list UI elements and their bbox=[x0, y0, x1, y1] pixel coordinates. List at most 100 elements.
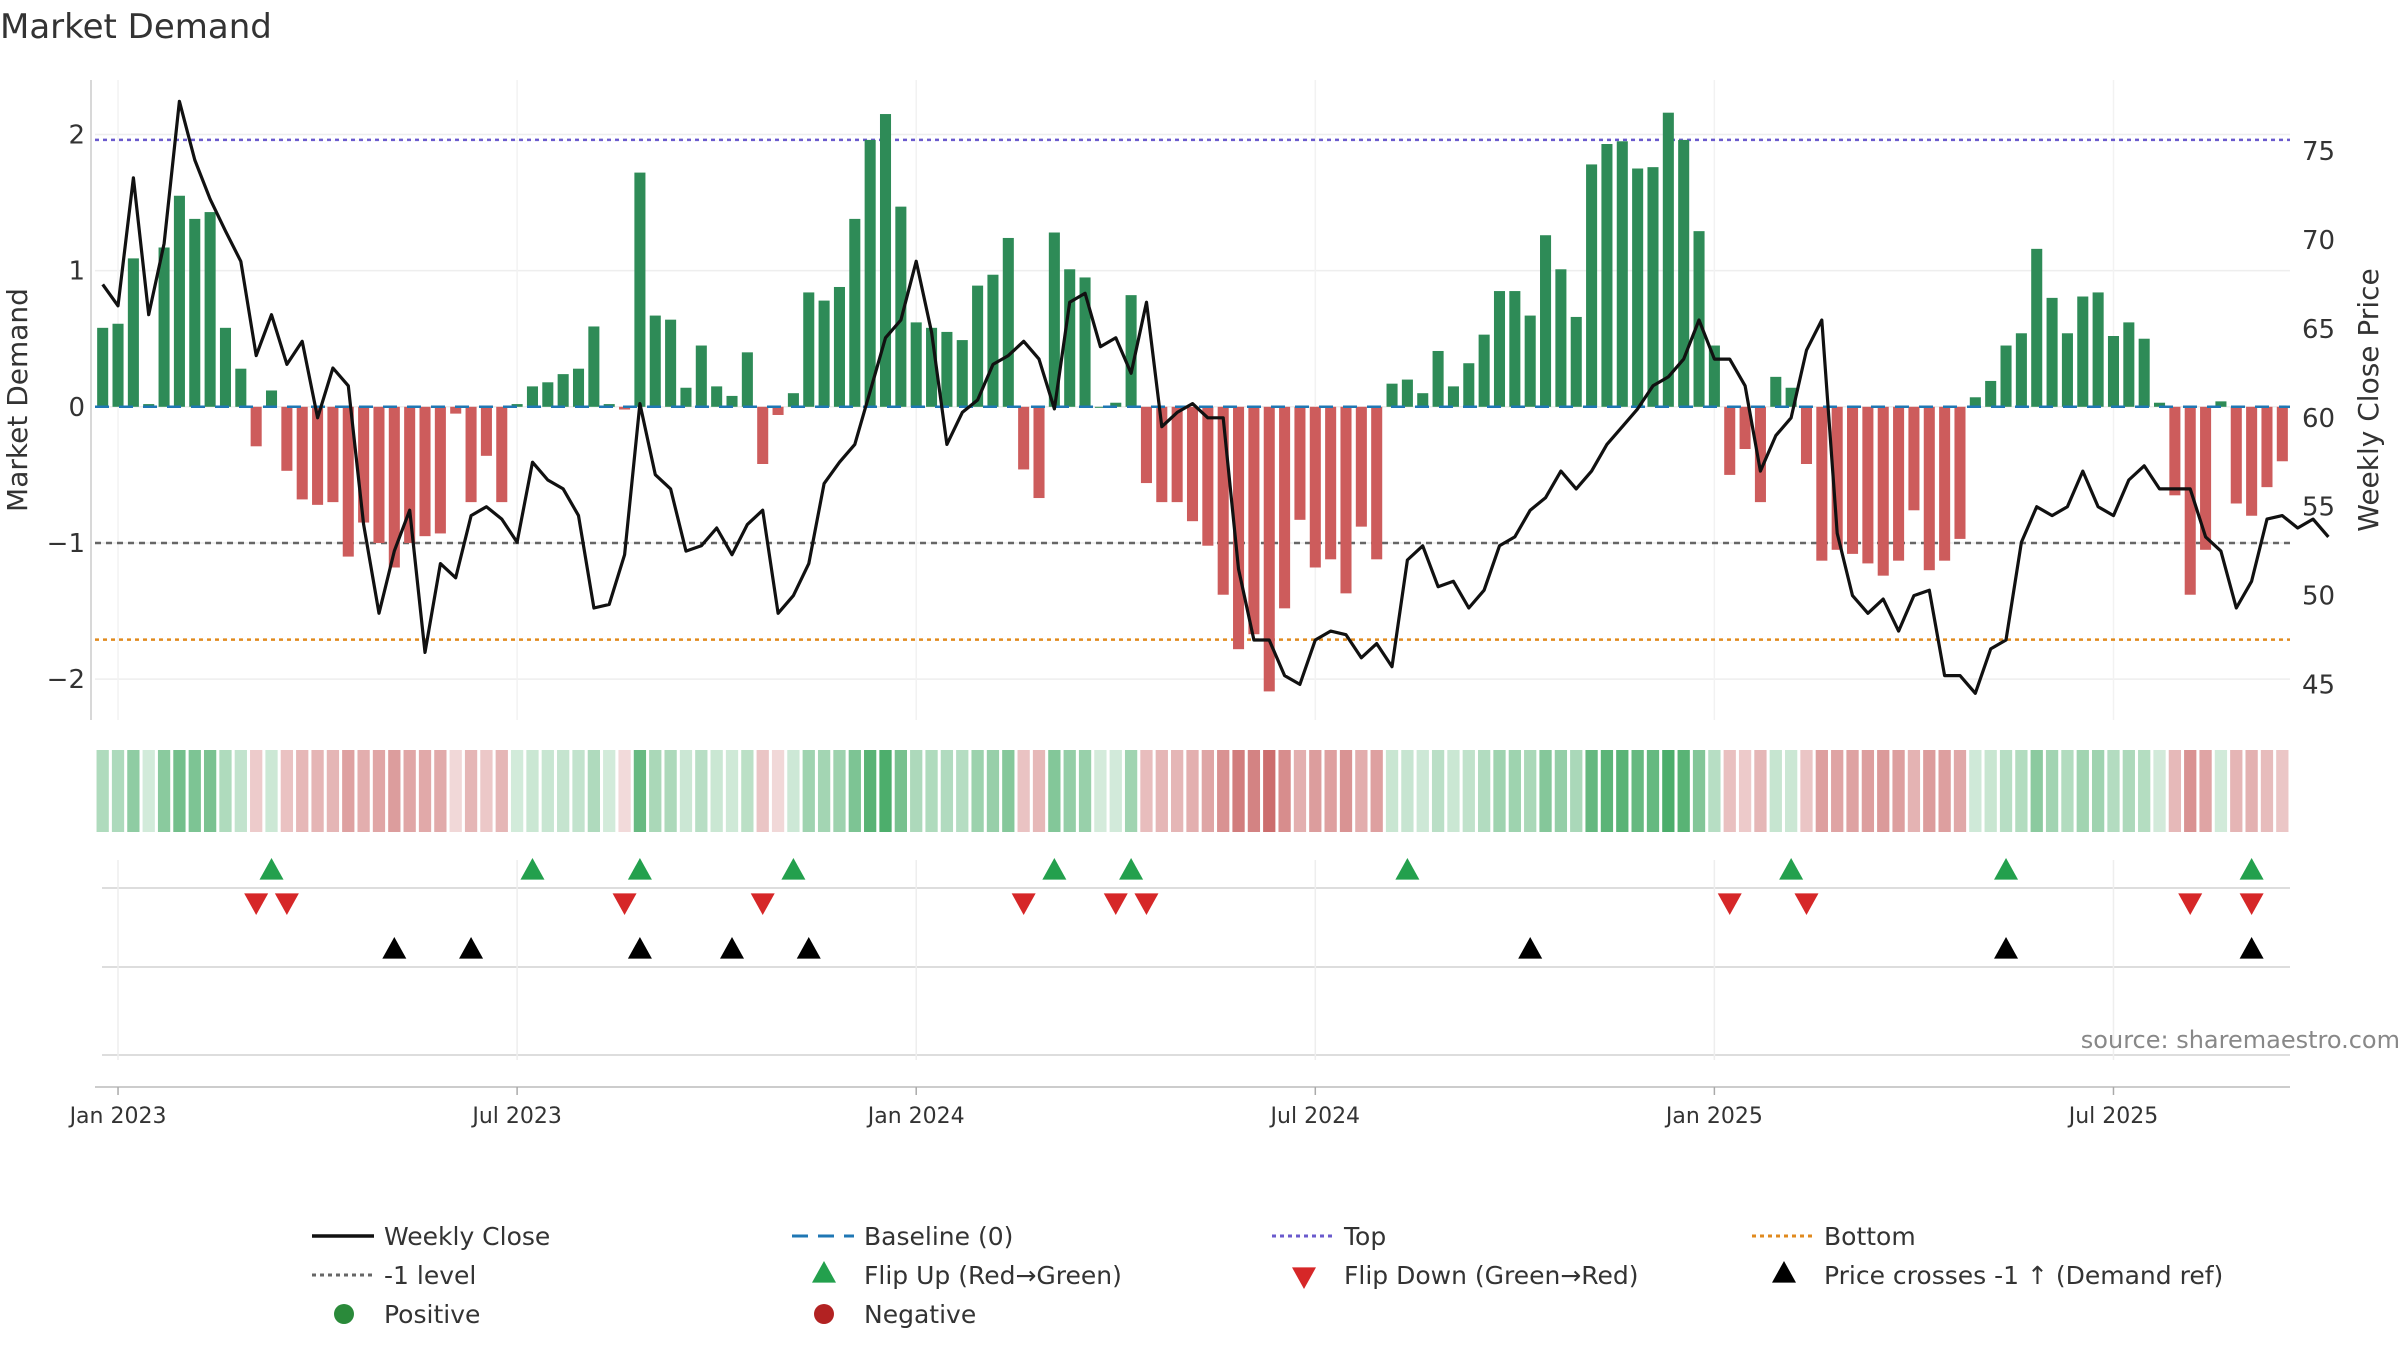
heat-cell bbox=[1462, 750, 1475, 832]
heat-cell bbox=[1293, 750, 1307, 832]
heat-cell bbox=[1877, 750, 1890, 832]
flip-down-marker bbox=[750, 893, 775, 915]
heat-cell bbox=[1078, 750, 1092, 832]
demand-bar bbox=[2015, 333, 2027, 407]
demand-bar bbox=[2138, 338, 2150, 407]
legend-label: Flip Up (Red→Green) bbox=[864, 1261, 1122, 1290]
demand-bar bbox=[665, 319, 677, 407]
heat-cell bbox=[1953, 750, 1967, 832]
heat-cell bbox=[1984, 750, 1997, 832]
demand-bar bbox=[1002, 237, 1014, 407]
demand-bar bbox=[2077, 296, 2089, 407]
heat-cell bbox=[1032, 750, 1046, 832]
demand-bar bbox=[1125, 295, 1137, 407]
legend-swatch-triangle-up bbox=[812, 1261, 836, 1283]
flip-down-marker bbox=[1717, 893, 1742, 915]
flip-down-marker bbox=[1794, 893, 1819, 915]
heat-cell bbox=[1370, 750, 1383, 832]
heat-cell bbox=[357, 750, 370, 832]
demand-bar bbox=[173, 195, 185, 407]
demand-bar bbox=[1263, 406, 1275, 692]
demand-bar bbox=[711, 386, 723, 407]
heat-cell bbox=[2199, 750, 2212, 832]
demand-bar bbox=[726, 395, 738, 407]
demand-bar bbox=[1325, 406, 1337, 560]
heat-cell bbox=[1800, 750, 1813, 832]
heat-cell bbox=[418, 750, 432, 832]
demand-bar bbox=[864, 139, 876, 407]
demand-bar bbox=[803, 292, 815, 407]
demand-bar bbox=[1340, 406, 1352, 594]
demand-bar bbox=[2092, 292, 2104, 407]
weekly-close-series bbox=[101, 99, 2330, 695]
demand-bar bbox=[1355, 406, 1367, 527]
heat-cell bbox=[1094, 750, 1107, 832]
heat-cell bbox=[894, 750, 907, 832]
heat-cell bbox=[311, 750, 324, 832]
demand-bar bbox=[1754, 406, 1766, 503]
demand-bar bbox=[2261, 406, 2273, 488]
heat-cell bbox=[326, 750, 340, 832]
demand-bar bbox=[496, 406, 508, 503]
heat-cell bbox=[1109, 750, 1122, 832]
demand-bar bbox=[1371, 406, 1383, 560]
demand-bar bbox=[143, 404, 155, 407]
heat-cell bbox=[1846, 750, 1859, 832]
demand-bar bbox=[1739, 406, 1751, 450]
demand-bar bbox=[2000, 345, 2012, 407]
demand-bar bbox=[772, 406, 784, 415]
heat-cell bbox=[633, 750, 647, 832]
demand-bar bbox=[2061, 333, 2073, 407]
heat-cell bbox=[541, 750, 554, 832]
demand-bar bbox=[526, 386, 538, 407]
demand-bar bbox=[1186, 406, 1199, 522]
heat-cell bbox=[1002, 750, 1015, 832]
heat-cell bbox=[388, 750, 401, 832]
heat-cell bbox=[234, 750, 247, 832]
demand-bar bbox=[972, 285, 984, 407]
heat-cell bbox=[2107, 750, 2120, 832]
flip-up-marker bbox=[1994, 858, 2019, 880]
demand-bar bbox=[511, 404, 523, 407]
heat-cell bbox=[1723, 750, 1736, 832]
flip-up-marker bbox=[2239, 858, 2264, 880]
demand-bar bbox=[1463, 363, 1475, 407]
demand-bar bbox=[1908, 406, 1920, 511]
heat-cell bbox=[1155, 750, 1168, 832]
demand-bar bbox=[557, 374, 569, 407]
price-cross-marker bbox=[459, 937, 484, 959]
demand-bar bbox=[2230, 406, 2242, 504]
demand-bar bbox=[2154, 402, 2166, 407]
heat-cell bbox=[127, 750, 140, 832]
demand-bar bbox=[1724, 406, 1736, 475]
demand-bar bbox=[1156, 406, 1168, 503]
heat-cell bbox=[203, 750, 217, 832]
x-tick-label: Jan 2025 bbox=[1664, 1104, 1763, 1129]
heat-cell bbox=[833, 750, 846, 832]
heat-cell bbox=[510, 750, 524, 832]
demand-bar bbox=[404, 406, 416, 543]
demand-bar bbox=[342, 406, 354, 557]
heat-cell bbox=[1554, 750, 1568, 832]
heat-cell bbox=[1201, 750, 1214, 832]
price-cross-marker bbox=[627, 937, 652, 959]
heat-cell bbox=[1186, 750, 1199, 832]
demand-bar bbox=[1018, 406, 1030, 470]
y-tick-right: 45 bbox=[2302, 670, 2335, 700]
heat-cell bbox=[250, 750, 263, 832]
heat-cell bbox=[1140, 750, 1153, 832]
y-axis-label-left: Market Demand bbox=[1, 288, 34, 512]
axes: −2 −1 0 1 2 45 50 55 60 65 70 75 Jan 2023 Jul 2023 Jan… bbox=[47, 80, 2335, 1129]
heat-cell bbox=[1017, 750, 1030, 832]
heat-cell bbox=[1048, 750, 1061, 832]
demand-bar bbox=[296, 406, 308, 500]
flip-down-marker bbox=[274, 893, 299, 915]
heat-cell bbox=[1401, 750, 1414, 832]
demand-bar bbox=[1570, 316, 1582, 407]
price-cross-marker bbox=[1518, 937, 1543, 959]
y-tick-right: 75 bbox=[2302, 137, 2335, 167]
heat-cell bbox=[864, 750, 877, 832]
heat-cell bbox=[1355, 750, 1368, 832]
demand-bar bbox=[1540, 235, 1552, 407]
legend-label: Positive bbox=[384, 1300, 480, 1329]
